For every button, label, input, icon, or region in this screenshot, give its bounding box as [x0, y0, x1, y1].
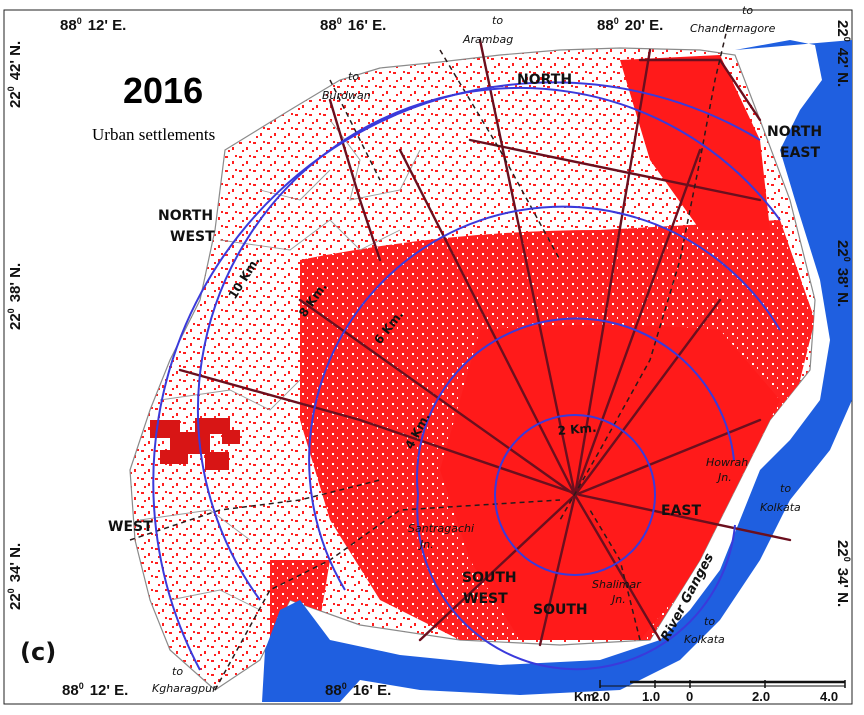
zone-west: WEST — [108, 519, 153, 535]
ring-4km — [416, 317, 736, 671]
coord-left-2: 22038' N. — [6, 263, 24, 330]
zone-south: SOUTH — [533, 602, 588, 618]
coord-bottom-1: 880 12' E. — [62, 681, 128, 699]
ring-2km — [494, 414, 657, 576]
coord-left-3: 22034' N. — [6, 543, 24, 610]
zone-north: NORTH — [517, 72, 572, 88]
svg-text:22038' N.: 22038' N. — [834, 240, 852, 307]
panel-label: (c) — [20, 638, 56, 666]
route-chandernagore-to: to — [742, 4, 753, 17]
distance-rings — [152, 81, 781, 671]
junction-howrah-jn: Jn. — [716, 471, 732, 484]
map-subtitle: Urban settlements — [92, 125, 215, 144]
scale-bar: Km. 2.0 1.0 0 2.0 4.0 — [574, 680, 846, 704]
junction-shalimar-name: Shalimar — [592, 578, 642, 591]
zone-north-west-line1: NORTH — [158, 208, 213, 224]
scale-tick-1: 2.0 — [592, 689, 610, 704]
route-burdwan-name: Burdwan — [322, 89, 371, 102]
svg-text:22034' N.: 22034' N. — [834, 540, 852, 607]
urban-settlement-layer — [129, 47, 816, 691]
junction-santragachi-jn: Jn. — [418, 538, 434, 551]
route-kolkata-south-name: Kolkata — [684, 633, 725, 646]
route-kolkata-south-to: to — [704, 615, 715, 628]
zone-south-west-line2: WEST — [463, 591, 508, 607]
route-kgharagpur-to: to — [172, 665, 183, 678]
junction-shalimar-jn: Jn. — [610, 593, 626, 606]
coord-bottom-2: 880 16' E. — [325, 681, 391, 699]
scale-tick-5: 4.0 — [820, 689, 838, 704]
junction-santragachi-name: Santragachi — [408, 522, 474, 535]
scale-tick-2: 1.0 — [642, 689, 660, 704]
route-kolkata-east-name: Kolkata — [760, 501, 801, 514]
ring-10km — [152, 81, 761, 671]
route-kolkata-east-to: to — [780, 482, 791, 495]
zone-north-east-line2: EAST — [780, 145, 820, 161]
route-burdwan-to: to — [348, 70, 359, 83]
map-year-title: 2016 — [123, 70, 203, 111]
road-network — [178, 38, 792, 647]
svg-text:22042' N.: 22042' N. — [6, 41, 24, 108]
coord-right-3: 22034' N. — [834, 540, 852, 607]
scale-tick-4: 2.0 — [752, 689, 770, 704]
scale-unit: Km. — [574, 689, 599, 704]
svg-text:22042' N.: 22042' N. — [834, 20, 852, 87]
zone-north-west-line2: WEST — [170, 229, 215, 245]
ring-label-2km: 2 Km. — [557, 421, 597, 438]
route-arambag-name: Arambag — [462, 33, 513, 46]
scale-tick-3: 0 — [686, 689, 693, 704]
zone-south-west-line1: SOUTH — [462, 570, 517, 586]
coord-right-2: 22038' N. — [834, 240, 852, 307]
svg-text:22034' N.: 22034' N. — [6, 543, 24, 610]
route-chandernagore-name: Chandernagore — [690, 22, 776, 35]
route-arambag-to: to — [492, 14, 503, 27]
ward-boundaries — [139, 119, 421, 611]
zone-east: EAST — [661, 503, 701, 519]
ring-6km — [308, 205, 781, 591]
coord-top-2: 880 16' E. — [320, 16, 386, 34]
coord-top-3: 880 20' E. — [597, 16, 663, 34]
river-ganges — [262, 40, 852, 702]
junction-howrah-name: Howrah — [706, 456, 748, 469]
svg-text:22038' N.: 22038' N. — [6, 263, 24, 330]
coord-top-1: 880 12' E. — [60, 16, 126, 34]
coord-right-1: 22042' N. — [834, 20, 852, 87]
zone-north-east-line1: NORTH — [767, 124, 822, 140]
coord-left-1: 22042' N. — [6, 41, 24, 108]
route-kgharagpur-name: Kgharagpur — [152, 682, 218, 695]
